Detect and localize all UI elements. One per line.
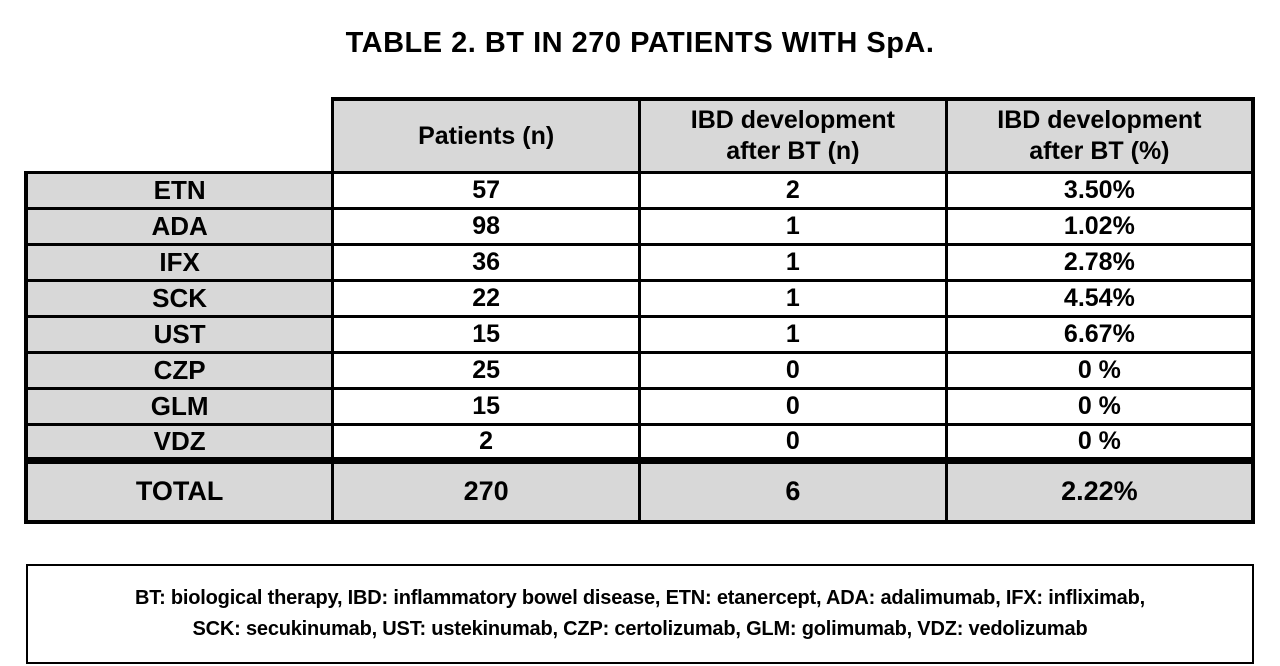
table-row-total: TOTAL 270 6 2.22% xyxy=(24,456,1255,524)
ibd-pct-cell: 4.54% xyxy=(944,278,1255,318)
row-label-cell: ADA xyxy=(24,206,335,246)
column-header-ibd-n: IBD development after BT (n) xyxy=(638,97,948,174)
ibd-pct-cell: 1.02% xyxy=(944,206,1255,246)
ibd-n-cell: 0 xyxy=(638,386,948,426)
abbreviations-footnote-box: BT: biological therapy, IBD: inflammator… xyxy=(26,564,1254,664)
row-label-cell: VDZ xyxy=(24,422,335,462)
table-row-ada: ADA 98 1 1.02% xyxy=(24,206,1255,246)
ibd-n-cell: 1 xyxy=(638,242,948,282)
total-patients-cell: 270 xyxy=(331,456,641,524)
table-row-czp: CZP 25 0 0 % xyxy=(24,350,1255,390)
ibd-n-cell: 2 xyxy=(638,170,948,210)
row-label-cell: ETN xyxy=(24,170,335,210)
ibd-n-cell: 1 xyxy=(638,206,948,246)
row-label-cell: SCK xyxy=(24,278,335,318)
patients-cell: 2 xyxy=(331,422,641,462)
column-header-ibd-pct: IBD development after BT (%) xyxy=(944,97,1255,174)
table-row-ust: UST 15 1 6.67% xyxy=(24,314,1255,354)
patients-cell: 22 xyxy=(331,278,641,318)
row-label-cell: CZP xyxy=(24,350,335,390)
patients-cell: 36 xyxy=(331,242,641,282)
abbreviations-footnote-text: BT: biological therapy, IBD: inflammator… xyxy=(135,587,1145,640)
ibd-n-cell: 0 xyxy=(638,350,948,390)
ibd-pct-cell: 6.67% xyxy=(944,314,1255,354)
total-label-cell: TOTAL xyxy=(24,456,335,524)
patients-cell: 25 xyxy=(331,350,641,390)
table-row-ifx: IFX 36 1 2.78% xyxy=(24,242,1255,282)
total-ibd-n-cell: 6 xyxy=(638,456,948,524)
table-row-glm: GLM 15 0 0 % xyxy=(24,386,1255,426)
patients-cell: 15 xyxy=(331,386,641,426)
row-label-cell: UST xyxy=(24,314,335,354)
ibd-n-cell: 1 xyxy=(638,314,948,354)
ibd-pct-cell: 0 % xyxy=(944,350,1255,390)
row-label-cell: GLM xyxy=(24,386,335,426)
patients-cell: 98 xyxy=(331,206,641,246)
patients-cell: 57 xyxy=(331,170,641,210)
patients-cell: 15 xyxy=(331,314,641,354)
table-row-etn: ETN 57 2 3.50% xyxy=(24,170,1255,210)
row-label-cell: IFX xyxy=(24,242,335,282)
table-row-sck: SCK 22 1 4.54% xyxy=(24,278,1255,318)
ibd-pct-cell: 0 % xyxy=(944,386,1255,426)
ibd-pct-cell: 2.78% xyxy=(944,242,1255,282)
ibd-pct-cell: 3.50% xyxy=(944,170,1255,210)
total-ibd-pct-cell: 2.22% xyxy=(944,456,1255,524)
corner-empty-cell xyxy=(26,99,333,172)
ibd-n-cell: 0 xyxy=(638,422,948,462)
ibd-n-cell: 1 xyxy=(638,278,948,318)
table-title: TABLE 2. BT IN 270 PATIENTS WITH SpA. xyxy=(345,27,935,59)
column-header-patients: Patients (n) xyxy=(331,97,641,174)
header-row: Patients (n) IBD development after BT (n… xyxy=(26,97,1255,174)
ibd-pct-cell: 0 % xyxy=(944,422,1255,462)
table-row-vdz: VDZ 2 0 0 % xyxy=(24,422,1255,462)
bt-spa-table: Patients (n) IBD development after BT (n… xyxy=(24,97,1255,524)
